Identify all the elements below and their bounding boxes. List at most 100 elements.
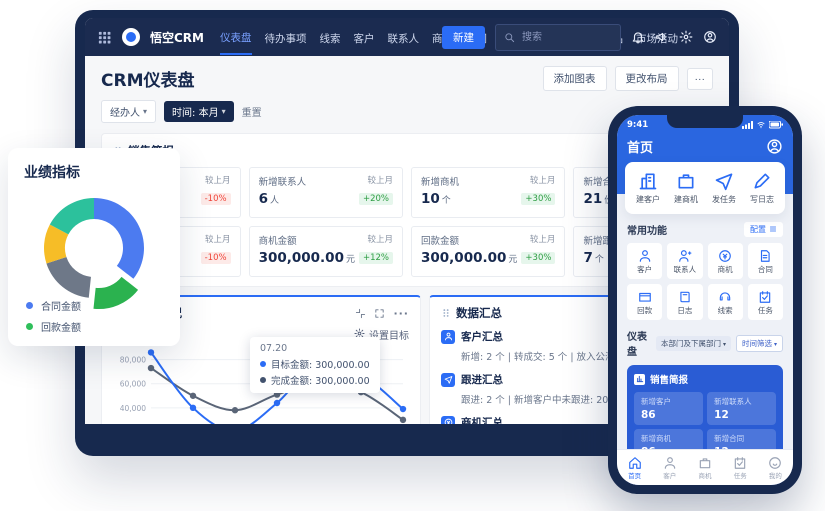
- common-function-tile[interactable]: 线索: [707, 284, 743, 320]
- common-function-tile[interactable]: 回款: [627, 284, 663, 320]
- kpi-unit: 个: [441, 196, 451, 206]
- fullscreen-icon[interactable]: [374, 308, 385, 319]
- tab-客户[interactable]: 客户: [652, 455, 687, 480]
- legend-item: 回款金额: [26, 319, 81, 334]
- change-layout-button[interactable]: 更改布局: [614, 66, 679, 91]
- config-button[interactable]: 配置: [744, 222, 783, 237]
- more-button[interactable]: ···: [686, 67, 713, 90]
- announcement-icon[interactable]: [655, 30, 669, 44]
- app-grid-icon[interactable]: [97, 30, 112, 45]
- drag-handle-icon[interactable]: [441, 308, 451, 318]
- quick-action[interactable]: 写日志: [743, 171, 781, 205]
- person-icon: [663, 455, 677, 469]
- time-filter[interactable]: 时间: 本月: [164, 101, 234, 122]
- performance-card: 业绩指标 合同金额 回款金额: [8, 148, 180, 346]
- kpi-compare-label: 较上月: [205, 235, 231, 245]
- target-gear-icon: [354, 327, 365, 342]
- set-target-button[interactable]: 设置目标: [113, 327, 409, 342]
- phone-stat-label: 新增合同: [714, 434, 745, 443]
- department-filter[interactable]: 本部门及下属部门: [655, 335, 731, 351]
- leads-icon: [718, 289, 732, 303]
- quick-actions-card: 建客户 建商机 发任务 写日志: [625, 162, 785, 214]
- tooltip-date: 07.20: [260, 343, 288, 354]
- phone-stat-value: 86: [641, 409, 656, 421]
- tab-label: 我的: [768, 472, 782, 480]
- common-function-tile[interactable]: 商机: [707, 243, 743, 279]
- nav-item-1[interactable]: 待办事项: [264, 32, 307, 45]
- common-function-label: 商机: [717, 265, 733, 274]
- phone-stat-value: 12: [714, 409, 729, 421]
- bell-icon[interactable]: [631, 30, 645, 44]
- avatar-icon[interactable]: [703, 30, 717, 44]
- kpi-compare: 较上月 +30%: [521, 233, 556, 270]
- svg-text:60,000: 60,000: [120, 380, 146, 389]
- common-functions-title: 常用功能: [627, 226, 667, 237]
- building-icon: [638, 171, 658, 191]
- nav-item-2[interactable]: 线索: [319, 32, 341, 45]
- tab-商机[interactable]: 商机: [687, 455, 722, 480]
- search-icon: [504, 28, 515, 47]
- top-nav: 悟空CRM 仪表盘待办事项线索客户联系人商机合同回款发票回访产品市场活动 新建: [85, 18, 729, 56]
- phone-avatar-icon[interactable]: [766, 138, 783, 155]
- nav-item-3[interactable]: 客户: [353, 32, 375, 45]
- phone-stat-label: 新增联系人: [714, 397, 752, 406]
- common-function-tile[interactable]: 任务: [747, 284, 783, 320]
- phone-stat-tile: 新增客户 86: [634, 392, 704, 425]
- search-box[interactable]: [495, 23, 621, 51]
- summary-item-head: 商机汇总: [441, 415, 701, 424]
- kpi-card: 商机金额 300,000.00 元 较上月 +12%: [248, 226, 403, 277]
- tooltip-row: 完成金额: 300,000.00: [260, 373, 370, 387]
- summary-item-label: 客户汇总: [461, 331, 503, 343]
- summary-item: 跟进汇总 跟进: 2 个 | 新增客户中未跟进: 20 个: [441, 372, 701, 406]
- quick-action[interactable]: 建客户: [629, 171, 667, 205]
- common-function-tile[interactable]: 联系人: [667, 243, 703, 279]
- tab-任务[interactable]: 任务: [723, 455, 758, 480]
- search-input[interactable]: [520, 30, 604, 44]
- quick-action[interactable]: 建商机: [667, 171, 705, 205]
- common-function-tile[interactable]: 日志: [667, 284, 703, 320]
- quick-action[interactable]: 发任务: [705, 171, 743, 205]
- legend-dot: [26, 302, 33, 309]
- quick-action-label: 发任务: [712, 195, 736, 204]
- owner-filter[interactable]: 经办人: [101, 100, 157, 123]
- phone-tab-bar: 首页 客户 商机 任务 我的: [617, 449, 793, 485]
- common-function-tile[interactable]: 客户: [627, 243, 663, 279]
- tab-首页[interactable]: 首页: [617, 455, 652, 480]
- reset-button[interactable]: 重置: [241, 108, 262, 119]
- series-dot: [260, 377, 266, 383]
- common-function-tile[interactable]: 合同: [747, 243, 783, 279]
- summary-item-head: 客户汇总: [441, 329, 701, 344]
- gear-icon[interactable]: [679, 30, 693, 44]
- summary-item-detail: 新增: 2 个 | 转成交: 5 个 | 放入公海: 1 个 | 公海池领取: [461, 352, 697, 363]
- nav-item-4[interactable]: 联系人: [387, 32, 420, 45]
- brand-logo-icon: [122, 28, 140, 46]
- performance-card-title: 业绩指标: [24, 165, 80, 181]
- add-chart-button[interactable]: 添加图表: [542, 66, 607, 91]
- status-time: 9:41: [627, 120, 649, 130]
- panel-more-icon[interactable]: ···: [393, 306, 409, 320]
- common-function-label: 合同: [757, 265, 773, 274]
- summary-item-detail: 跟进: 2 个 | 新增客户中未跟进: 20 个: [461, 395, 621, 406]
- kpi-unit: 元: [345, 255, 355, 265]
- nav-item-0[interactable]: 仪表盘: [220, 20, 252, 55]
- kpi-compare-label: 较上月: [205, 176, 231, 186]
- briefcase-icon: [676, 171, 696, 191]
- kpi-delta-badge: -10%: [200, 252, 231, 264]
- summary-item: 客户汇总新增: 2 个 | 转成交: 5 个 | 放入公海: 1 个 | 公海池…: [441, 329, 701, 363]
- common-function-label: 联系人: [673, 265, 697, 274]
- phone-mockup: 9:41 首页 建客户 建商机 发任务 写日志 常用功能 配置 客户 联系人 商机 合同 回款…: [608, 106, 802, 494]
- data-summary-title: 数据汇总: [456, 306, 502, 320]
- kpi-label: 新增商机: [421, 177, 460, 188]
- tab-label: 商机: [698, 472, 712, 480]
- kpi-compare: 较上月 +20%: [358, 174, 393, 211]
- common-function-label: 线索: [717, 306, 733, 315]
- kpi-unit: 个: [594, 255, 604, 265]
- time-filter-phone[interactable]: 时间筛选: [735, 334, 783, 352]
- collapse-icon[interactable]: [355, 308, 366, 319]
- common-function-label: 日志: [677, 306, 693, 315]
- new-button[interactable]: 新建: [442, 25, 485, 49]
- tab-我的[interactable]: 我的: [758, 455, 793, 480]
- kpi-card: 新增联系人 6 人 较上月 +20%: [248, 167, 403, 218]
- kpi-unit: 元: [508, 255, 518, 265]
